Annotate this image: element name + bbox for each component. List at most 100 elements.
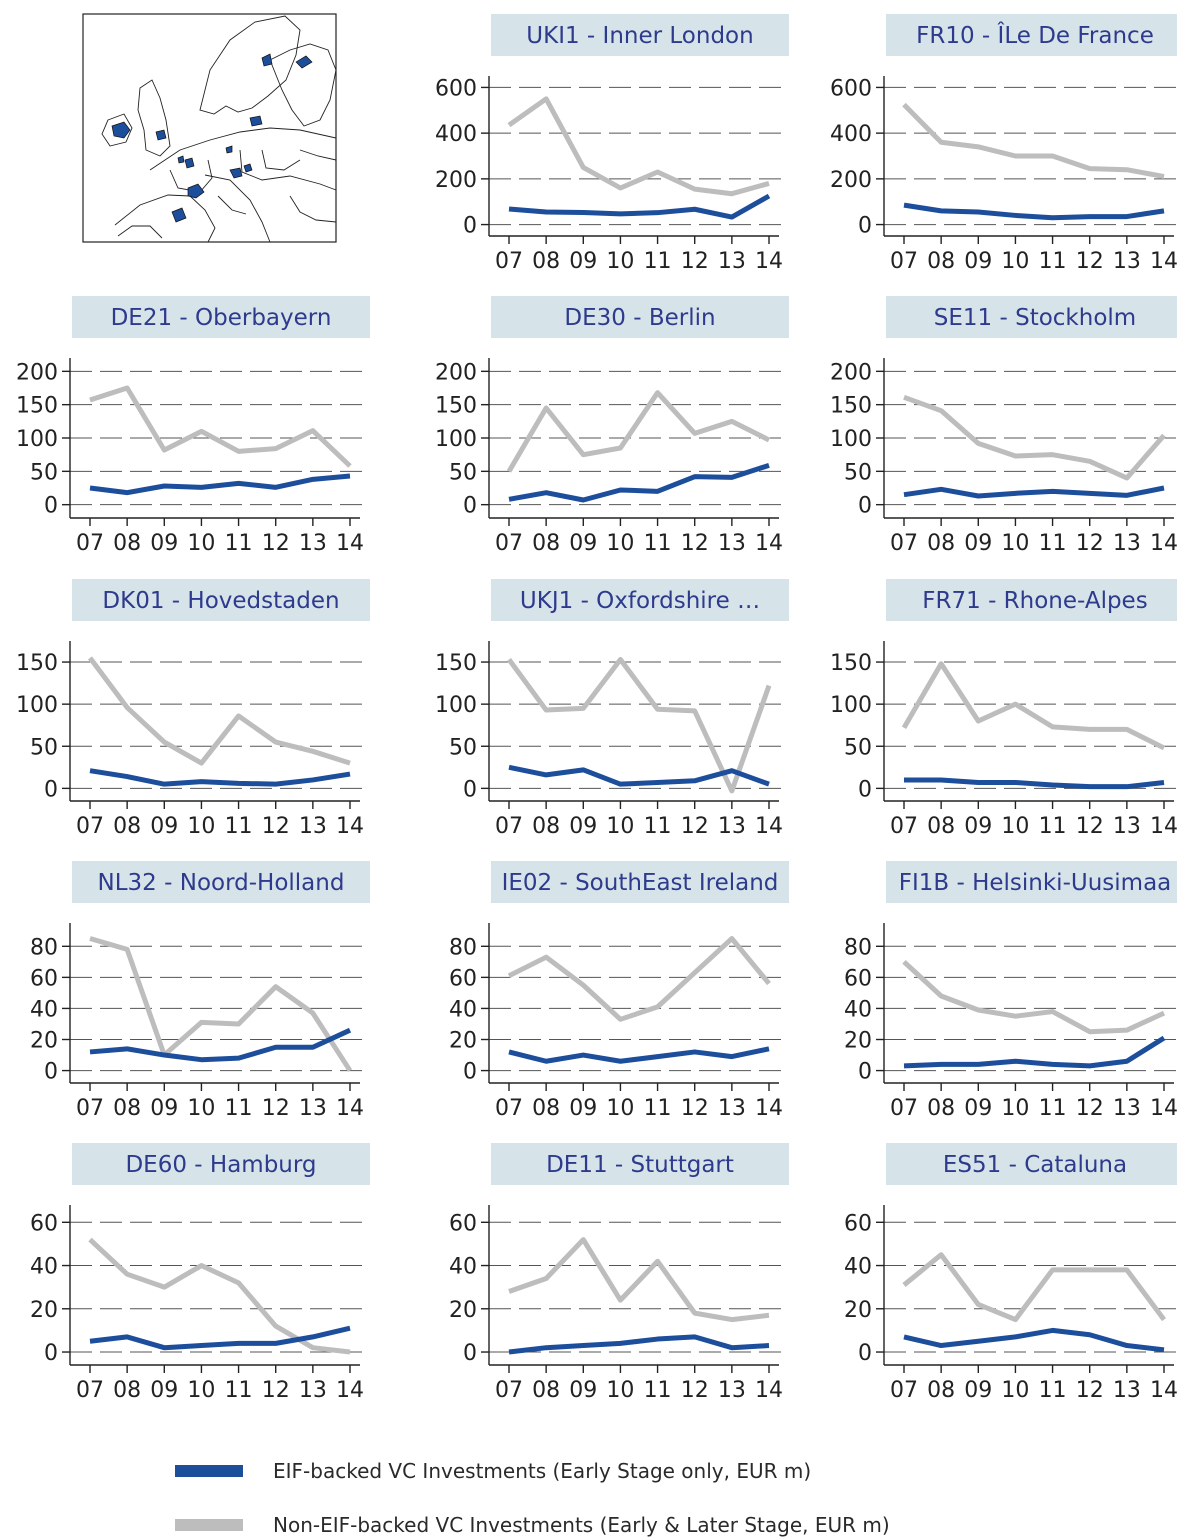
series-line-noneif — [902, 1252, 1167, 1323]
panel-title-bg — [491, 579, 789, 621]
series-line-noneif — [88, 1237, 351, 1355]
x-tick-label: 10 — [606, 531, 634, 556]
x-tick-label: 12 — [681, 814, 709, 839]
x-tick-label: 07 — [495, 531, 523, 556]
series-line-eif — [903, 202, 1165, 221]
x-tick-label: 14 — [336, 531, 364, 556]
x-tick-label: 10 — [1001, 1096, 1029, 1121]
x-tick-label: 09 — [569, 1378, 597, 1403]
x-tick-label: 10 — [606, 1096, 634, 1121]
panel-title-bg — [491, 296, 789, 338]
series-line-eif — [89, 768, 351, 787]
europe-map — [82, 13, 337, 243]
y-tick-label: 40 — [449, 997, 477, 1022]
y-tick-label: 20 — [449, 1029, 477, 1054]
x-tick-label: 13 — [299, 531, 327, 556]
x-tick-label: 11 — [644, 1378, 672, 1403]
x-tick-label: 10 — [606, 814, 634, 839]
x-tick-label: 10 — [1001, 249, 1029, 274]
panel-title: FR10 - ÎLe De France — [916, 21, 1154, 49]
x-tick-label: 07 — [495, 1378, 523, 1403]
panel-nl32-noord-holland: NL32 - Noord-Holland 0 20 40 60 80 07 08 09 10 11 1… — [30, 861, 370, 1121]
x-tick-label: 13 — [718, 814, 746, 839]
x-tick-label: 11 — [1039, 531, 1067, 556]
x-tick-label: 11 — [644, 531, 672, 556]
y-tick-label: 150 — [830, 651, 872, 676]
x-tick-label: 13 — [299, 1096, 327, 1121]
y-tick-label: 100 — [830, 427, 872, 452]
x-tick-label: 11 — [1039, 249, 1067, 274]
x-tick-label: 13 — [718, 531, 746, 556]
y-tick-label: 50 — [449, 460, 477, 485]
x-tick-label: 13 — [299, 1378, 327, 1403]
y-tick-label: 200 — [435, 360, 477, 385]
x-tick-label: 10 — [606, 1378, 634, 1403]
x-tick-label: 11 — [225, 814, 253, 839]
series-line-noneif — [508, 1237, 770, 1323]
x-tick-label: 08 — [532, 814, 560, 839]
y-tick-label: 0 — [463, 777, 477, 802]
panel-uki1-inner-london: UKI1 - Inner London 0 200 400 600 07 08 09 10 11 1… — [435, 14, 789, 274]
y-tick-label: 80 — [844, 935, 872, 960]
x-tick-label: 09 — [569, 531, 597, 556]
y-tick-label: 200 — [830, 360, 872, 385]
panel-fr10-le-de-france: FR10 - ÎLe De France 0 200 400 600 07 08 09 10 11… — [830, 14, 1177, 274]
x-tick-label: 14 — [755, 814, 783, 839]
x-tick-label: 12 — [1076, 1378, 1104, 1403]
x-tick-label: 13 — [718, 1378, 746, 1403]
series-line-eif — [904, 777, 1165, 790]
panel-title-bg — [886, 296, 1177, 338]
y-tick-label: 0 — [44, 494, 58, 519]
y-tick-label: 150 — [435, 394, 477, 419]
series-line-noneif — [89, 385, 352, 468]
x-tick-label: 08 — [927, 1378, 955, 1403]
y-tick-label: 0 — [858, 1341, 872, 1366]
y-tick-label: 80 — [30, 935, 58, 960]
panel-title: DK01 - Hovedstaden — [102, 588, 339, 614]
y-tick-label: 150 — [435, 651, 477, 676]
x-tick-label: 12 — [681, 1378, 709, 1403]
x-tick-label: 14 — [1150, 531, 1177, 556]
x-tick-label: 07 — [890, 531, 918, 556]
panel-title-bg — [491, 861, 789, 903]
y-tick-label: 40 — [449, 1255, 477, 1280]
x-tick-label: 09 — [964, 814, 992, 839]
panel-title-bg — [72, 579, 370, 621]
legend-item-noneif: Non-EIF-backed VC Investments (Early & L… — [175, 1510, 890, 1540]
x-tick-label: 07 — [76, 1096, 104, 1121]
x-tick-label: 08 — [927, 814, 955, 839]
panel-de30-berlin: DE30 - Berlin 0 50 100 150 200 07 08 09 10 11 12 13 1… — [435, 296, 789, 556]
x-tick-label: 08 — [532, 1096, 560, 1121]
y-tick-label: 0 — [858, 1060, 872, 1085]
panel-de60-hamburg: DE60 - Hamburg 0 20 40 60 07 08 09 10 11 12 13 14 — [30, 1143, 370, 1403]
y-tick-label: 60 — [449, 966, 477, 991]
x-tick-label: 14 — [336, 1378, 364, 1403]
series-line-eif — [508, 1046, 770, 1064]
x-tick-label: 14 — [1150, 814, 1177, 839]
x-tick-label: 08 — [532, 249, 560, 274]
series-line-eif — [89, 473, 351, 496]
panel-de11-stuttgart: DE11 - Stuttgart 0 20 40 60 07 08 09 10 11 12 13 14 — [449, 1143, 789, 1403]
panel-fi1b-helsinki-uusimaa: FI1B - Helsinki-Uusimaa 0 20 40 60 80 07 08 09 10… — [844, 861, 1177, 1121]
x-tick-label: 07 — [495, 249, 523, 274]
panel-title: DE30 - Berlin — [564, 305, 715, 331]
y-tick-label: 20 — [30, 1298, 58, 1323]
x-tick-label: 10 — [187, 814, 215, 839]
x-tick-label: 09 — [150, 531, 178, 556]
x-tick-label: 09 — [150, 814, 178, 839]
y-tick-label: 0 — [463, 214, 477, 239]
series-line-noneif — [89, 936, 353, 1072]
panel-title: IE02 - SouthEast Ireland — [502, 870, 779, 896]
panel-title: FI1B - Helsinki-Uusimaa — [899, 870, 1172, 896]
x-tick-label: 11 — [644, 1096, 672, 1121]
x-tick-label: 12 — [1076, 531, 1104, 556]
y-tick-label: 100 — [16, 693, 58, 718]
y-tick-label: 100 — [16, 427, 58, 452]
x-tick-label: 09 — [150, 1096, 178, 1121]
panel-title-bg — [72, 296, 370, 338]
panel-de21-oberbayern: DE21 - Oberbayern 0 50 100 150 200 07 08 09 10 11 1… — [16, 296, 370, 556]
panel-title-bg — [491, 14, 789, 56]
panel-dk01-hovedstaden: DK01 - Hovedstaden 0 50 100 150 07 08 09 10 11 12 1… — [16, 579, 370, 839]
series-line-noneif — [903, 394, 1166, 481]
